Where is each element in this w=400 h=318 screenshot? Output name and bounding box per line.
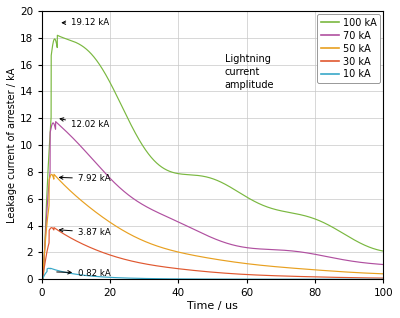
70 kA [381, 263, 386, 266]
70 kA [374, 262, 379, 266]
Line: 50 kA: 50 kA [42, 174, 383, 279]
30 kA [185, 268, 190, 272]
100 kA [55, 33, 60, 37]
Line: 30 kA: 30 kA [42, 228, 383, 279]
30 kA [170, 266, 175, 270]
100 kA [185, 173, 190, 176]
30 kA [52, 226, 56, 230]
Text: 7.92 kA: 7.92 kA [60, 174, 110, 183]
10 kA [99, 275, 104, 279]
70 kA [338, 257, 342, 261]
Text: 3.87 kA: 3.87 kA [60, 228, 110, 237]
100 kA [79, 43, 84, 47]
50 kA [338, 270, 342, 273]
50 kA [40, 277, 44, 281]
70 kA [185, 225, 190, 228]
50 kA [170, 249, 175, 252]
100 kA [170, 170, 175, 174]
100 kA [40, 277, 44, 281]
10 kA [170, 277, 175, 281]
100 kA [99, 66, 104, 69]
50 kA [374, 272, 379, 275]
70 kA [79, 145, 84, 149]
30 kA [381, 276, 386, 280]
Text: 19.12 kA: 19.12 kA [62, 18, 109, 27]
10 kA [40, 277, 44, 281]
10 kA [374, 277, 379, 281]
Text: 0.82 kA: 0.82 kA [57, 269, 110, 278]
50 kA [52, 172, 56, 176]
70 kA [53, 120, 58, 123]
100 kA [338, 230, 342, 233]
10 kA [185, 277, 190, 281]
30 kA [40, 277, 44, 281]
10 kA [381, 277, 386, 281]
50 kA [381, 272, 386, 276]
50 kA [99, 214, 104, 218]
Text: Lightning
current
amplitude: Lightning current amplitude [224, 54, 274, 90]
Line: 100 kA: 100 kA [42, 35, 383, 279]
Text: 12.02 kA: 12.02 kA [60, 118, 109, 129]
Line: 10 kA: 10 kA [42, 268, 383, 279]
50 kA [79, 198, 84, 202]
X-axis label: Time / us: Time / us [187, 301, 238, 311]
100 kA [374, 248, 379, 252]
30 kA [99, 250, 104, 254]
30 kA [374, 276, 379, 280]
70 kA [40, 277, 44, 281]
30 kA [338, 275, 342, 279]
100 kA [381, 249, 386, 253]
Line: 70 kA: 70 kA [42, 121, 383, 279]
10 kA [338, 277, 342, 281]
Y-axis label: Leakage current of arrester / kA: Leakage current of arrester / kA [7, 67, 17, 223]
70 kA [170, 218, 175, 221]
50 kA [185, 252, 190, 256]
70 kA [99, 167, 104, 171]
10 kA [46, 266, 51, 270]
Legend: 100 kA, 70 kA, 50 kA, 30 kA, 10 kA: 100 kA, 70 kA, 50 kA, 30 kA, 10 kA [318, 14, 380, 83]
30 kA [79, 241, 84, 245]
10 kA [79, 273, 84, 277]
